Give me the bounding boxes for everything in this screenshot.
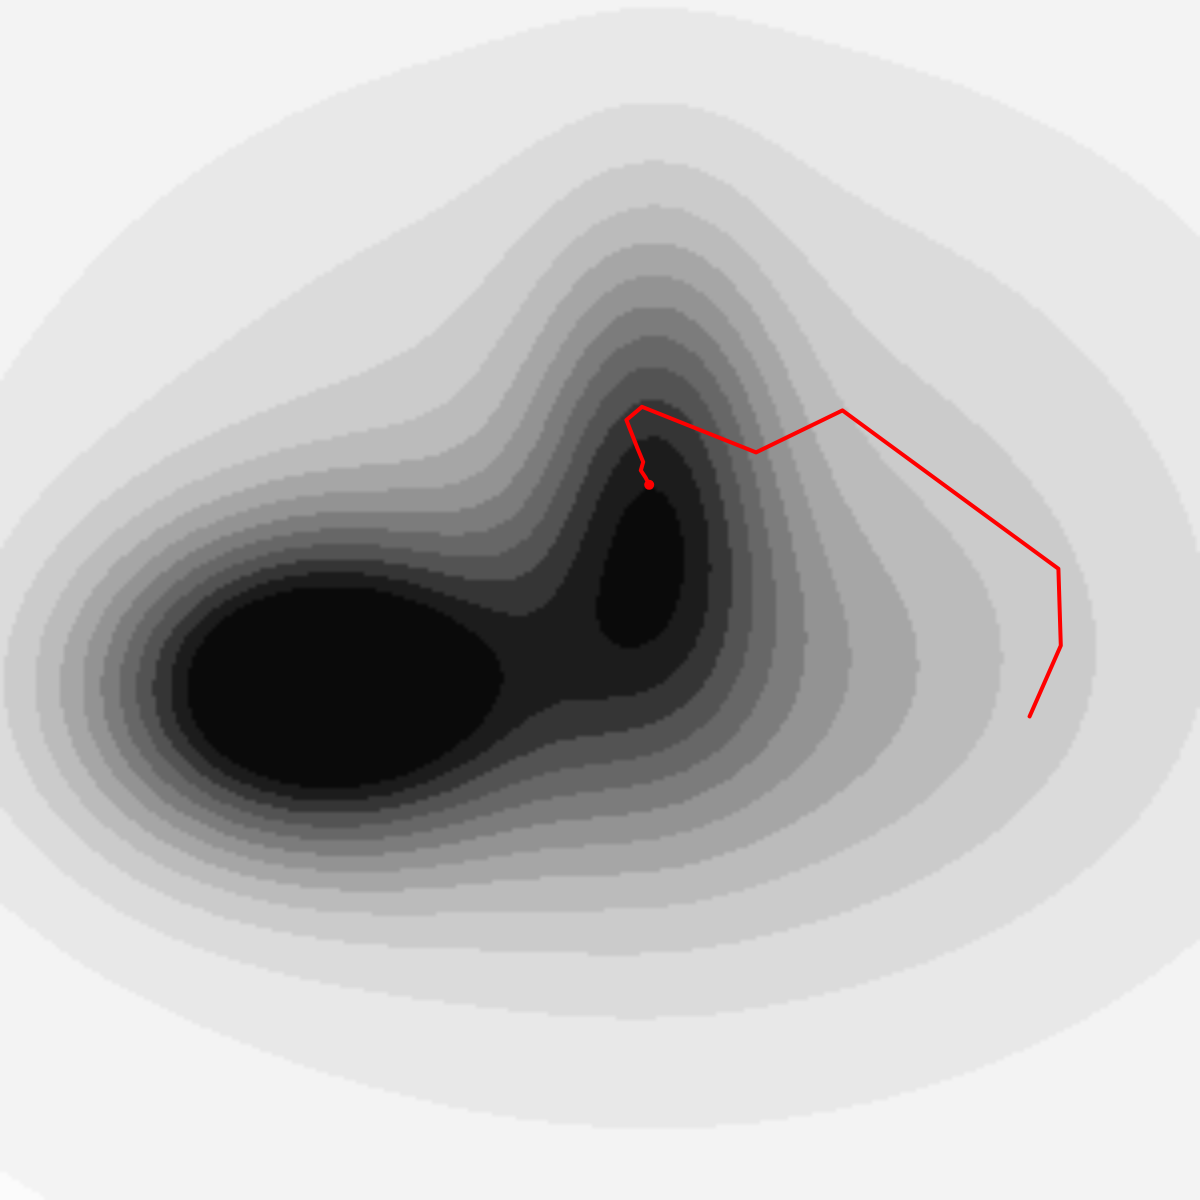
optimizer-path-line bbox=[624, 404, 1063, 719]
optimizer-path-layer bbox=[624, 404, 1063, 719]
optimizer-path-endpoint bbox=[644, 479, 655, 490]
